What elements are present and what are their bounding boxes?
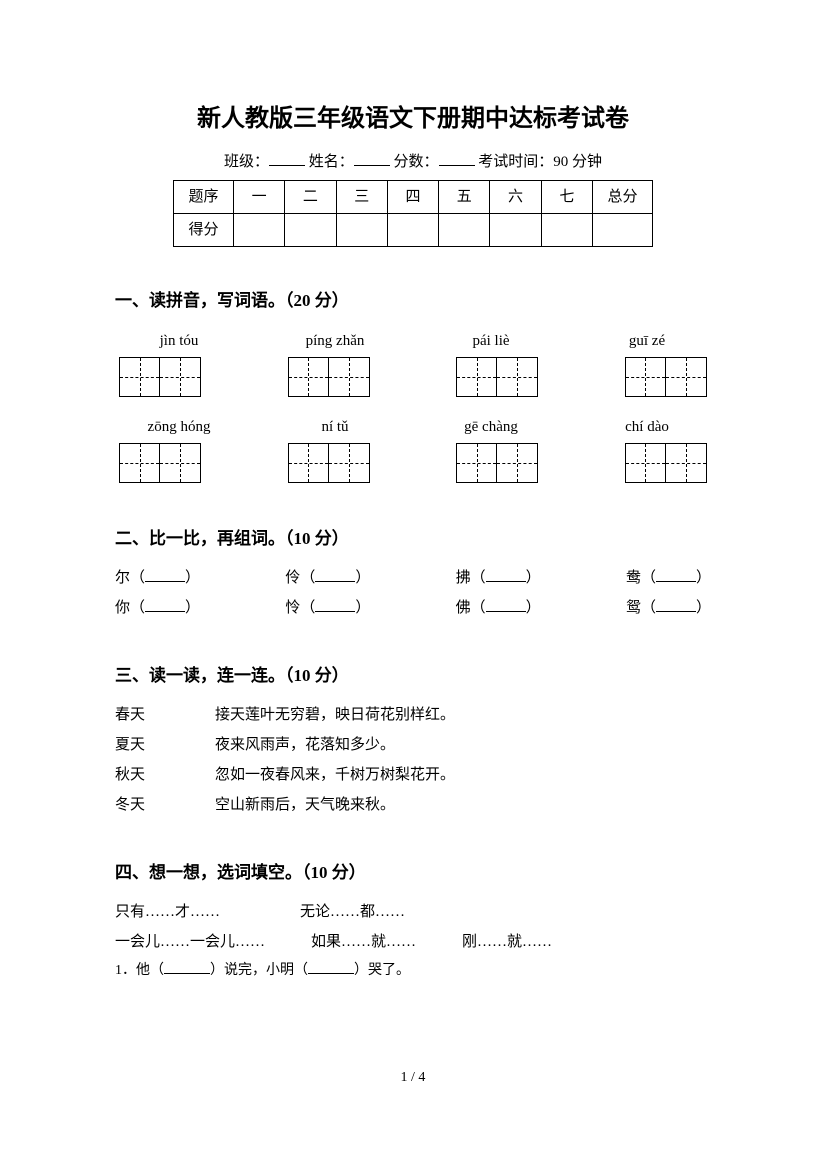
th-2: 二 [285, 181, 336, 214]
section-2: 二、比一比，再组词。（10 分） 尔（） 伶（） 拂（） 鸯（） 你（） 怜（）… [115, 525, 711, 620]
th-total: 总分 [593, 181, 653, 214]
answer-blank[interactable] [164, 973, 210, 974]
match-row: 夏天夜来风雨声，花落知多少。 [115, 733, 711, 757]
pinyin-row-1: jìn tóu píng zhǎn pái liè guī zé [115, 329, 711, 353]
score-label: 分数： [394, 154, 439, 170]
answer-blank[interactable] [486, 581, 526, 582]
compare-item: 尔（） [115, 566, 200, 590]
pinyin-label: guī zé [587, 329, 707, 353]
char-grid[interactable] [119, 443, 201, 483]
question-1: 1．他（）说完，小明（）哭了。 [115, 960, 711, 982]
class-label: 班级： [224, 154, 269, 170]
compare-item: 怜（） [285, 596, 370, 620]
grid-row-1 [115, 357, 711, 397]
match-left: 冬天 [115, 793, 215, 817]
pinyin-label: píng zhǎn [275, 329, 395, 353]
table-header-row: 题序 一 二 三 四 五 六 七 总分 [174, 181, 653, 214]
section-1: 一、读拼音，写词语。（20 分） jìn tóu píng zhǎn pái l… [115, 287, 711, 482]
score-cell[interactable] [387, 214, 438, 247]
pinyin-label: pái liè [431, 329, 551, 353]
match-right: 空山新雨后，天气晚来秋。 [215, 793, 395, 817]
pinyin-label: zōng hóng [119, 415, 239, 439]
score-cell[interactable] [285, 214, 336, 247]
compare-item: 拂（） [456, 566, 541, 590]
score-cell[interactable] [336, 214, 387, 247]
answer-blank[interactable] [315, 581, 355, 582]
word-bank-row-1: 只有……才…… 无论……都…… [115, 900, 711, 924]
match-left: 夏天 [115, 733, 215, 757]
grid-row-2 [115, 443, 711, 483]
compare-item: 伶（） [285, 566, 370, 590]
match-right: 接天莲叶无穷碧，映日荷花别样红。 [215, 703, 455, 727]
compare-row-1: 尔（） 伶（） 拂（） 鸯（） [115, 566, 711, 590]
section-1-heading: 一、读拼音，写词语。（20 分） [115, 287, 711, 314]
pinyin-label: ní tǔ [275, 415, 395, 439]
score-cell[interactable] [541, 214, 592, 247]
answer-blank[interactable] [486, 611, 526, 612]
section-2-heading: 二、比一比，再组词。（10 分） [115, 525, 711, 552]
char-grid[interactable] [625, 443, 707, 483]
table-score-row: 得分 [174, 214, 653, 247]
answer-blank[interactable] [656, 611, 696, 612]
answer-blank[interactable] [145, 581, 185, 582]
section-3-heading: 三、读一读，连一连。（10 分） [115, 662, 711, 689]
page-number: 1 / 4 [115, 1067, 711, 1089]
pinyin-label: gē chàng [431, 415, 551, 439]
word-option: 如果……就…… [311, 930, 416, 954]
word-option: 刚……就…… [462, 930, 552, 954]
name-blank[interactable] [354, 151, 390, 166]
info-line: 班级： 姓名： 分数： 考试时间：90 分钟 [115, 150, 711, 174]
th-3: 三 [336, 181, 387, 214]
match-row: 秋天忽如一夜春风来，千树万树梨花开。 [115, 763, 711, 787]
answer-blank[interactable] [308, 973, 354, 974]
word-option: 一会儿……一会儿…… [115, 930, 265, 954]
compare-item: 佛（） [456, 596, 541, 620]
score-cell[interactable] [593, 214, 653, 247]
th-label: 题序 [174, 181, 234, 214]
section-4: 四、想一想，选词填空。（10 分） 只有……才…… 无论……都…… 一会儿……一… [115, 859, 711, 983]
class-blank[interactable] [269, 151, 305, 166]
word-option: 无论……都…… [300, 900, 405, 924]
score-cell[interactable] [490, 214, 541, 247]
score-blank[interactable] [439, 151, 475, 166]
answer-blank[interactable] [656, 581, 696, 582]
th-6: 六 [490, 181, 541, 214]
score-cell[interactable] [234, 214, 285, 247]
match-right: 夜来风雨声，花落知多少。 [215, 733, 395, 757]
compare-item: 鸯（） [626, 566, 711, 590]
th-4: 四 [387, 181, 438, 214]
time-label: 考试时间：90 分钟 [478, 154, 602, 170]
compare-item: 鸳（） [626, 596, 711, 620]
char-grid[interactable] [456, 443, 538, 483]
page-title: 新人教版三年级语文下册期中达标考试卷 [115, 100, 711, 138]
score-cell[interactable] [439, 214, 490, 247]
td-label: 得分 [174, 214, 234, 247]
match-row: 冬天空山新雨后，天气晚来秋。 [115, 793, 711, 817]
answer-blank[interactable] [145, 611, 185, 612]
section-4-heading: 四、想一想，选词填空。（10 分） [115, 859, 711, 886]
match-row: 春天接天莲叶无穷碧，映日荷花别样红。 [115, 703, 711, 727]
score-table: 题序 一 二 三 四 五 六 七 总分 得分 [173, 180, 653, 247]
section-3: 三、读一读，连一连。（10 分） 春天接天莲叶无穷碧，映日荷花别样红。 夏天夜来… [115, 662, 711, 817]
char-grid[interactable] [119, 357, 201, 397]
th-1: 一 [234, 181, 285, 214]
match-left: 秋天 [115, 763, 215, 787]
match-right: 忽如一夜春风来，千树万树梨花开。 [215, 763, 455, 787]
compare-row-2: 你（） 怜（） 佛（） 鸳（） [115, 596, 711, 620]
word-bank-row-2: 一会儿……一会儿…… 如果……就…… 刚……就…… [115, 930, 711, 954]
char-grid[interactable] [456, 357, 538, 397]
char-grid[interactable] [625, 357, 707, 397]
compare-item: 你（） [115, 596, 200, 620]
char-grid[interactable] [288, 443, 370, 483]
name-label: 姓名： [309, 154, 354, 170]
pinyin-label: jìn tóu [119, 329, 239, 353]
match-left: 春天 [115, 703, 215, 727]
pinyin-row-2: zōng hóng ní tǔ gē chàng chí dào [115, 415, 711, 439]
word-option: 只有……才…… [115, 900, 220, 924]
th-5: 五 [439, 181, 490, 214]
th-7: 七 [541, 181, 592, 214]
answer-blank[interactable] [315, 611, 355, 612]
pinyin-label: chí dào [587, 415, 707, 439]
char-grid[interactable] [288, 357, 370, 397]
